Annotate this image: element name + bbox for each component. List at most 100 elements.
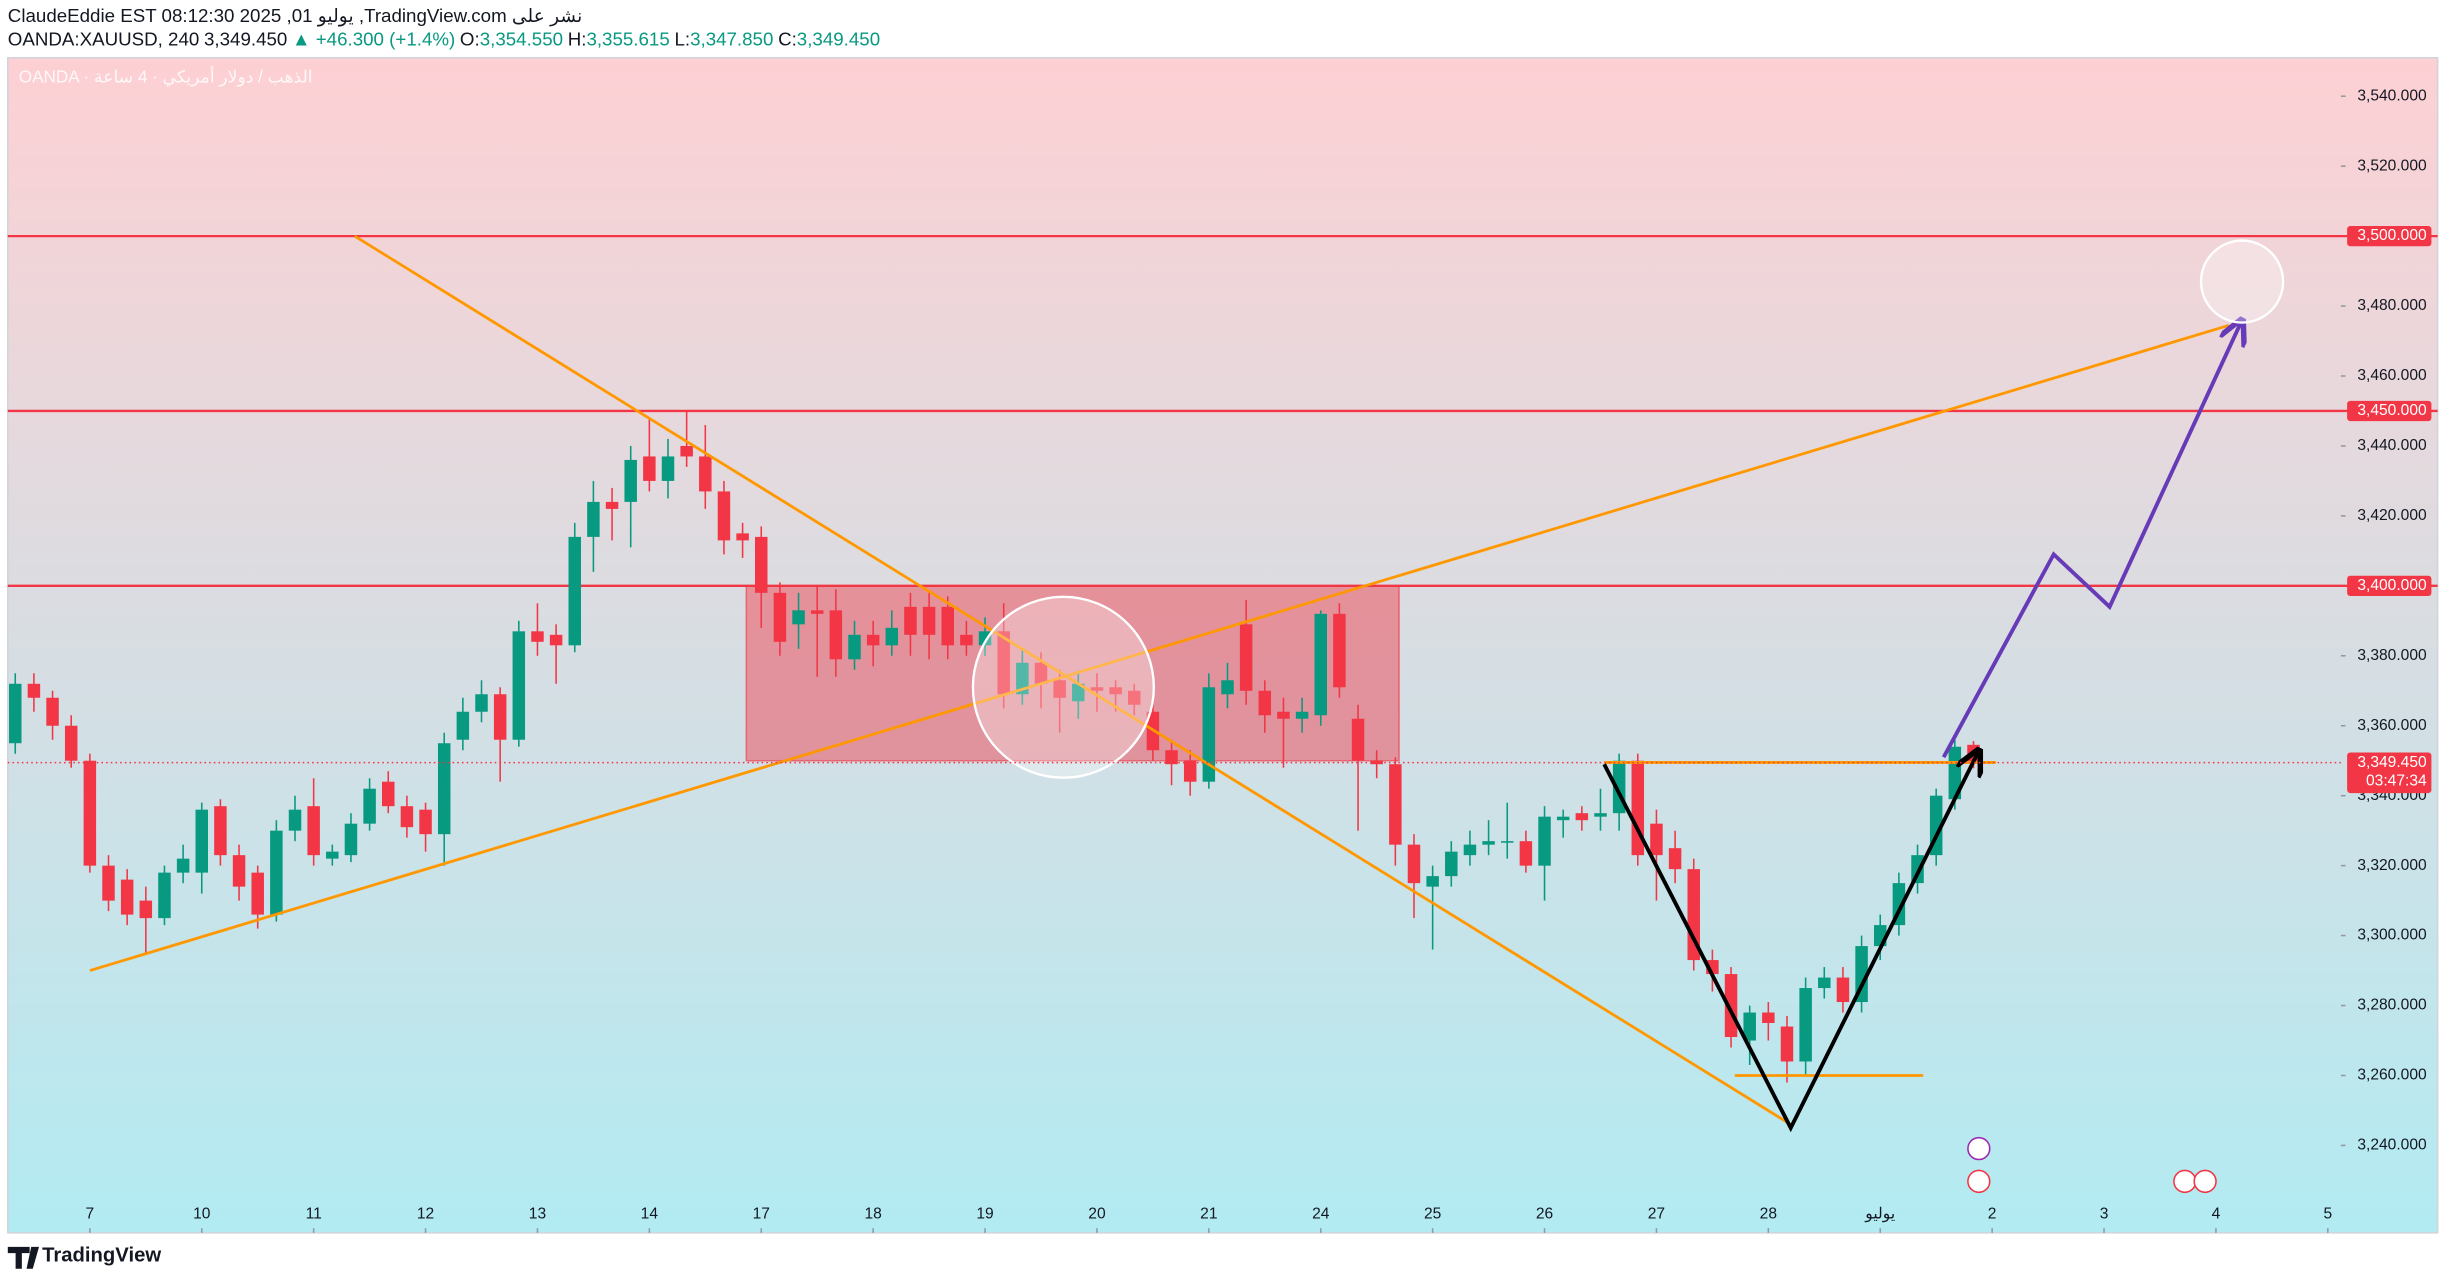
y-tick-label: 3,260.000 bbox=[2357, 1067, 2427, 1084]
ohlc-key: O: bbox=[459, 28, 480, 50]
x-tick-label: 5 bbox=[2323, 1205, 2332, 1222]
event-icon bbox=[2173, 1169, 2197, 1194]
candle-body bbox=[960, 634, 973, 646]
candle-body bbox=[643, 456, 656, 481]
x-tick-label: 27 bbox=[1648, 1205, 1665, 1222]
candle-body bbox=[1295, 711, 1309, 719]
candle-body bbox=[400, 806, 414, 828]
candle-body bbox=[1445, 851, 1458, 877]
candle-body bbox=[885, 627, 899, 646]
trendline bbox=[1602, 750, 1979, 1133]
y-tick-label: 3,360.000 bbox=[2357, 717, 2427, 734]
last-price-label: 3,349.450 bbox=[2357, 754, 2427, 771]
y-tick-label: 3,420.000 bbox=[2357, 507, 2427, 524]
candle-body bbox=[1053, 680, 1066, 698]
candle-body bbox=[1426, 876, 1439, 887]
x-tick-label: 3 bbox=[2100, 1205, 2109, 1222]
ohlc-value: 3,347.850 bbox=[690, 28, 774, 50]
y-tick-label: 3,320.000 bbox=[2357, 857, 2427, 874]
candle-body bbox=[363, 788, 376, 824]
candle-body bbox=[158, 872, 171, 919]
candle-body bbox=[1072, 683, 1085, 702]
x-tick-label: 28 bbox=[1760, 1205, 1777, 1222]
candle-body bbox=[232, 855, 246, 887]
y-tick-label: 3,440.000 bbox=[2357, 437, 2427, 454]
candle-body bbox=[1463, 844, 1477, 856]
event-icon bbox=[1967, 1136, 1991, 1161]
candle-body bbox=[997, 631, 1010, 695]
candle-body bbox=[1482, 841, 1495, 845]
candle-body bbox=[1687, 869, 1700, 961]
candle-body bbox=[1258, 690, 1272, 716]
candle-body bbox=[493, 694, 507, 740]
y-tick-label: 3,240.000 bbox=[2357, 1137, 2427, 1154]
x-tick-label: 25 bbox=[1424, 1205, 1442, 1222]
y-tick-label: 3,520.000 bbox=[2357, 157, 2427, 174]
plot-background bbox=[7, 56, 2439, 1234]
ohlc: O:3,354.550 H:3,355.615 L:3,347.850 C:3,349… bbox=[460, 28, 885, 50]
price-badge-label: 3,450.000 bbox=[2357, 402, 2427, 419]
candle-body bbox=[120, 879, 134, 915]
countdown-label: 03:47:34 bbox=[2366, 772, 2427, 789]
candle-body bbox=[680, 445, 693, 457]
x-tick-label: 24 bbox=[1312, 1205, 1330, 1222]
event-icon bbox=[2193, 1169, 2217, 1194]
last-price: 3,349.450 bbox=[203, 28, 288, 50]
logo-icon bbox=[7, 1246, 40, 1269]
event-icon bbox=[1967, 1169, 1991, 1194]
candle-body bbox=[1239, 624, 1253, 691]
y-tick-label: 3,380.000 bbox=[2357, 647, 2427, 664]
ohlc-key: C: bbox=[778, 28, 797, 50]
candle-body bbox=[792, 610, 805, 625]
symbol-line: OANDA:XAUUSD, 240 3,349.450 ▲ +46.300 (+1.… bbox=[8, 28, 890, 51]
candle-body bbox=[866, 634, 880, 646]
candle-body bbox=[941, 606, 954, 646]
candle-body bbox=[755, 536, 768, 593]
ohlc-value: 3,355.615 bbox=[586, 28, 670, 50]
candle-body bbox=[475, 694, 488, 712]
candle-body bbox=[1183, 760, 1197, 782]
candle-body bbox=[717, 491, 731, 541]
x-tick-label: 13 bbox=[529, 1205, 546, 1222]
candle-body bbox=[810, 610, 824, 614]
candle-body bbox=[699, 456, 712, 492]
symbol: OANDA:XAUUSD, 240 bbox=[7, 28, 200, 50]
candle-body bbox=[1556, 816, 1570, 821]
candle-body bbox=[1016, 662, 1029, 695]
candle-body bbox=[1389, 764, 1402, 845]
candle-body bbox=[1351, 718, 1365, 761]
change: ▲ +46.300 (+1.4%) bbox=[292, 28, 456, 50]
candle-body bbox=[549, 634, 563, 646]
candle-body bbox=[195, 809, 209, 873]
price-badge bbox=[2347, 225, 2432, 247]
candle-body bbox=[1333, 613, 1346, 688]
candle-body bbox=[922, 606, 936, 635]
ohlc-key: L: bbox=[674, 28, 691, 50]
candle-body bbox=[382, 781, 395, 807]
y-tick-label: 3,300.000 bbox=[2357, 927, 2427, 944]
x-tick-label: 10 bbox=[193, 1205, 211, 1222]
x-tick-label: 12 bbox=[417, 1205, 434, 1222]
event-icons bbox=[1967, 1136, 2217, 1194]
x-tick-label: 7 bbox=[86, 1205, 95, 1222]
candle-body bbox=[307, 806, 320, 856]
candle-body bbox=[139, 900, 153, 919]
candle-body bbox=[512, 631, 526, 740]
candle-body bbox=[587, 501, 600, 537]
candle-body bbox=[978, 631, 992, 646]
last-price-badge bbox=[2347, 752, 2432, 794]
candle-body bbox=[568, 536, 581, 646]
watermark: OANDA · الذهب / دولار أمريكي · 4 ساعة bbox=[19, 66, 313, 88]
candle-body bbox=[736, 533, 749, 541]
candle-body bbox=[419, 809, 432, 835]
circle-annotation bbox=[971, 595, 1155, 779]
circle-annotation bbox=[2199, 239, 2285, 324]
candle-body bbox=[1743, 1012, 1756, 1041]
y-tick-label: 3,480.000 bbox=[2357, 297, 2427, 314]
candle-body bbox=[773, 592, 787, 642]
candle-body bbox=[1780, 1026, 1794, 1062]
price-badge bbox=[2347, 400, 2432, 422]
